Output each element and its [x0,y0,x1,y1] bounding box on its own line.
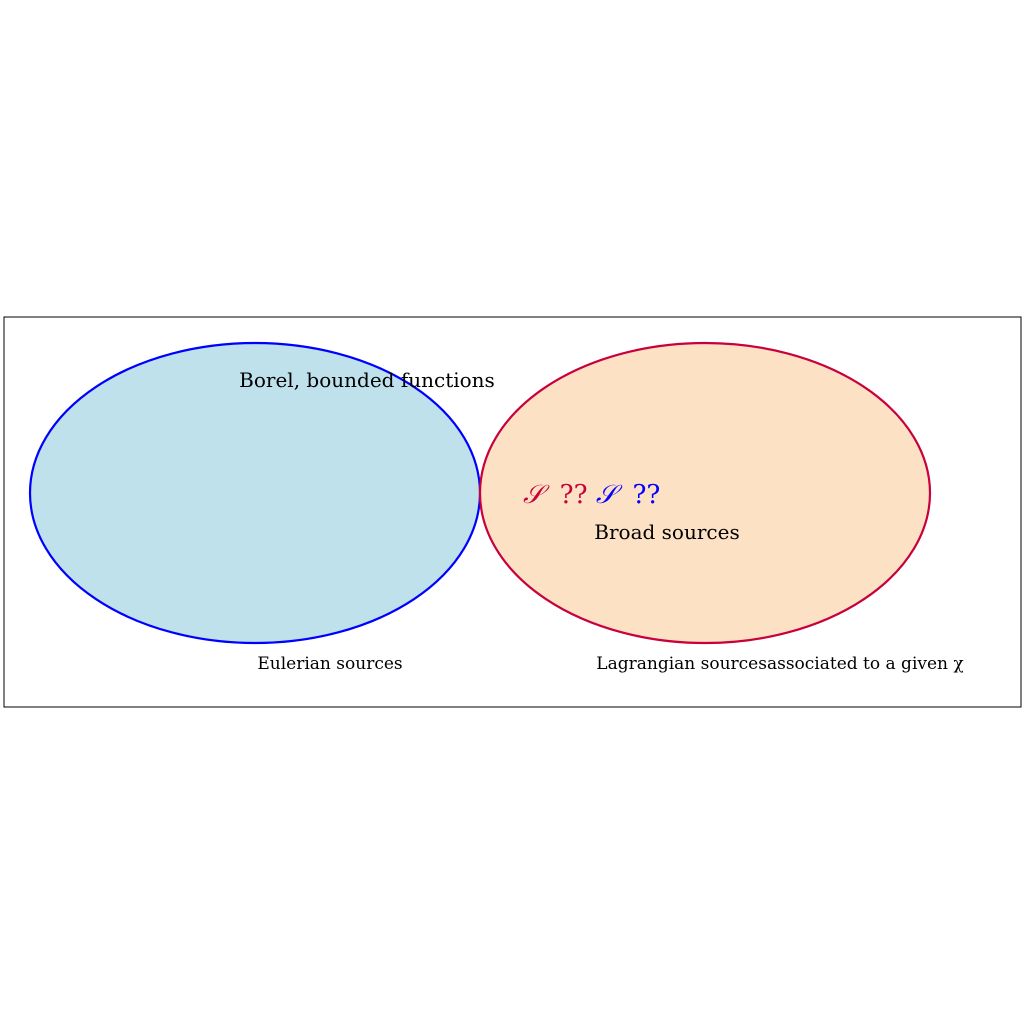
blue-script-s-symbol: 𝒮 [596,480,623,510]
broad-sources-label: Broad sources [594,520,739,544]
eulerian-label: Eulerian sources [257,654,402,674]
borel-set-ellipse [30,343,480,643]
broad-set-outline [478,341,932,645]
diagram-frame [3,316,1022,708]
borel-label: Borel, bounded functions [239,368,495,392]
red-reference-marker: ?? [551,480,587,510]
blue-reference-marker: ?? [624,480,660,510]
source-symbols: 𝒮 ?? 𝒮 ?? [523,480,660,510]
broad-set-ellipse [480,343,930,643]
lagrangian-label: Lagrangian sourcesassociated to a given … [596,654,963,674]
red-script-s-symbol: 𝒮 [523,480,550,510]
